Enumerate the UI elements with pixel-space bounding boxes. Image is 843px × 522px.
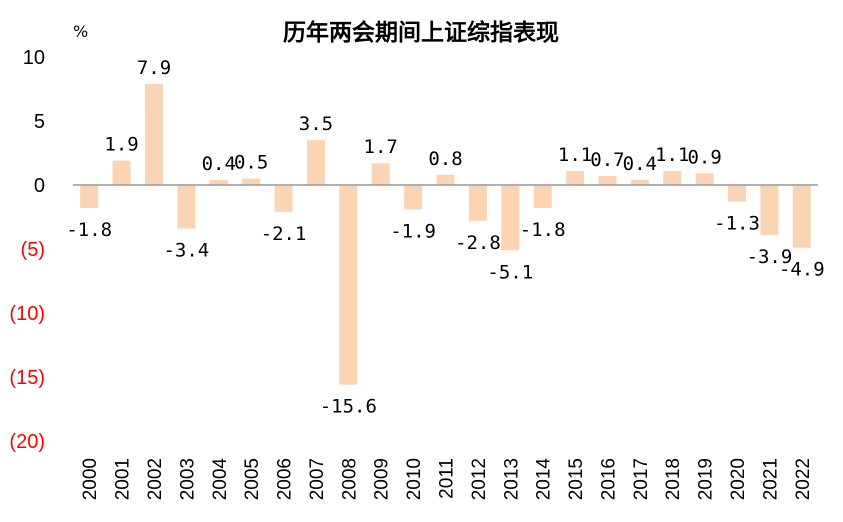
data-labels: -1.81.97.9-3.40.40.5-2.13.5-15.61.7-1.90… bbox=[66, 57, 824, 418]
data-label: 1.7 bbox=[364, 136, 398, 158]
bar-2003 bbox=[177, 185, 196, 229]
bar-2004 bbox=[209, 179, 228, 185]
y-tick-label: 0 bbox=[34, 175, 45, 197]
x-axis: 2000 2001 2002 2003 2004 2005 2006 2007 2008 2009… bbox=[80, 458, 814, 501]
data-label: -3.4 bbox=[163, 240, 209, 262]
data-label: -4.9 bbox=[779, 259, 825, 281]
bar-2014 bbox=[533, 185, 552, 209]
x-tick-label: 2017 bbox=[631, 458, 652, 500]
bar-2019 bbox=[695, 173, 714, 185]
data-label: 0.4 bbox=[623, 153, 657, 175]
data-label: -15.6 bbox=[320, 396, 377, 418]
data-label: -1.3 bbox=[714, 213, 760, 235]
bar-2013 bbox=[501, 185, 520, 251]
data-label: -1.8 bbox=[520, 219, 566, 241]
bars bbox=[80, 83, 811, 385]
bar-2000 bbox=[80, 185, 99, 209]
y-tick-label: (10) bbox=[9, 303, 45, 325]
y-axis: 10 5 0 (5) (10) (15) (20) bbox=[9, 47, 45, 453]
x-tick-label: 2010 bbox=[404, 458, 425, 500]
bar-2020 bbox=[728, 185, 747, 202]
bar-2007 bbox=[306, 140, 325, 185]
x-tick-label: 2021 bbox=[760, 458, 781, 500]
x-tick-label: 2000 bbox=[80, 458, 101, 500]
data-label: 0.4 bbox=[202, 153, 236, 175]
y-tick-label: 10 bbox=[23, 47, 45, 69]
x-tick-label: 2007 bbox=[307, 458, 328, 500]
x-tick-label: 2005 bbox=[242, 458, 263, 500]
bar-2001 bbox=[112, 160, 131, 185]
data-label: -3.9 bbox=[747, 246, 793, 268]
x-tick-label: 2004 bbox=[210, 458, 231, 501]
data-label: 1.1 bbox=[655, 144, 689, 166]
data-label: -5.1 bbox=[487, 261, 533, 283]
data-label: -1.9 bbox=[390, 220, 436, 242]
y-tick-label: (20) bbox=[9, 431, 45, 453]
bar-2015 bbox=[566, 170, 585, 185]
x-tick-label: 2014 bbox=[534, 458, 555, 501]
data-label: -2.1 bbox=[261, 223, 307, 245]
x-tick-label: 2002 bbox=[145, 458, 166, 500]
x-tick-label: 2001 bbox=[113, 458, 134, 500]
bar-2005 bbox=[242, 178, 261, 185]
bar-2011 bbox=[436, 174, 455, 185]
data-label: -2.8 bbox=[455, 232, 501, 254]
data-label: 0.7 bbox=[590, 149, 624, 171]
data-label: 3.5 bbox=[299, 113, 333, 135]
x-tick-label: 2019 bbox=[696, 458, 717, 500]
x-tick-label: 2003 bbox=[177, 458, 198, 500]
y-tick-label: 5 bbox=[34, 111, 45, 133]
x-tick-label: 2022 bbox=[793, 458, 814, 500]
y-tick-label: (5) bbox=[21, 239, 45, 261]
y-tick-label: (15) bbox=[9, 367, 45, 389]
bar-2010 bbox=[404, 185, 423, 210]
x-tick-label: 2013 bbox=[501, 458, 522, 500]
bar-2009 bbox=[371, 163, 390, 185]
x-tick-label: 2020 bbox=[728, 458, 749, 500]
y-unit-label: % bbox=[73, 22, 88, 41]
data-label: 0.9 bbox=[687, 146, 721, 168]
bar-2018 bbox=[663, 170, 682, 185]
data-label: 7.9 bbox=[137, 57, 171, 79]
bar-2002 bbox=[144, 83, 163, 185]
bar-2006 bbox=[274, 185, 293, 212]
bar-2022 bbox=[792, 185, 811, 248]
data-label: 0.5 bbox=[234, 152, 268, 174]
bar-2017 bbox=[630, 179, 649, 185]
x-tick-label: 2009 bbox=[372, 458, 393, 500]
bar-2021 bbox=[760, 185, 779, 235]
x-tick-label: 2012 bbox=[469, 458, 490, 500]
chart-title: 历年两会期间上证综指表现 bbox=[283, 19, 559, 46]
data-label: 0.8 bbox=[428, 148, 462, 170]
data-label: 1.9 bbox=[104, 134, 138, 156]
x-tick-label: 2008 bbox=[339, 458, 360, 500]
bar-2008 bbox=[339, 185, 358, 385]
data-label: 1.1 bbox=[558, 144, 592, 166]
x-tick-label: 2006 bbox=[275, 458, 296, 500]
x-tick-label: 2018 bbox=[663, 458, 684, 500]
x-tick-label: 2016 bbox=[598, 458, 619, 500]
bar-2012 bbox=[468, 185, 487, 221]
data-label: -1.8 bbox=[66, 219, 112, 241]
bar-2016 bbox=[598, 176, 617, 185]
x-tick-label: 2015 bbox=[566, 458, 587, 500]
x-tick-label: 2011 bbox=[437, 458, 458, 499]
